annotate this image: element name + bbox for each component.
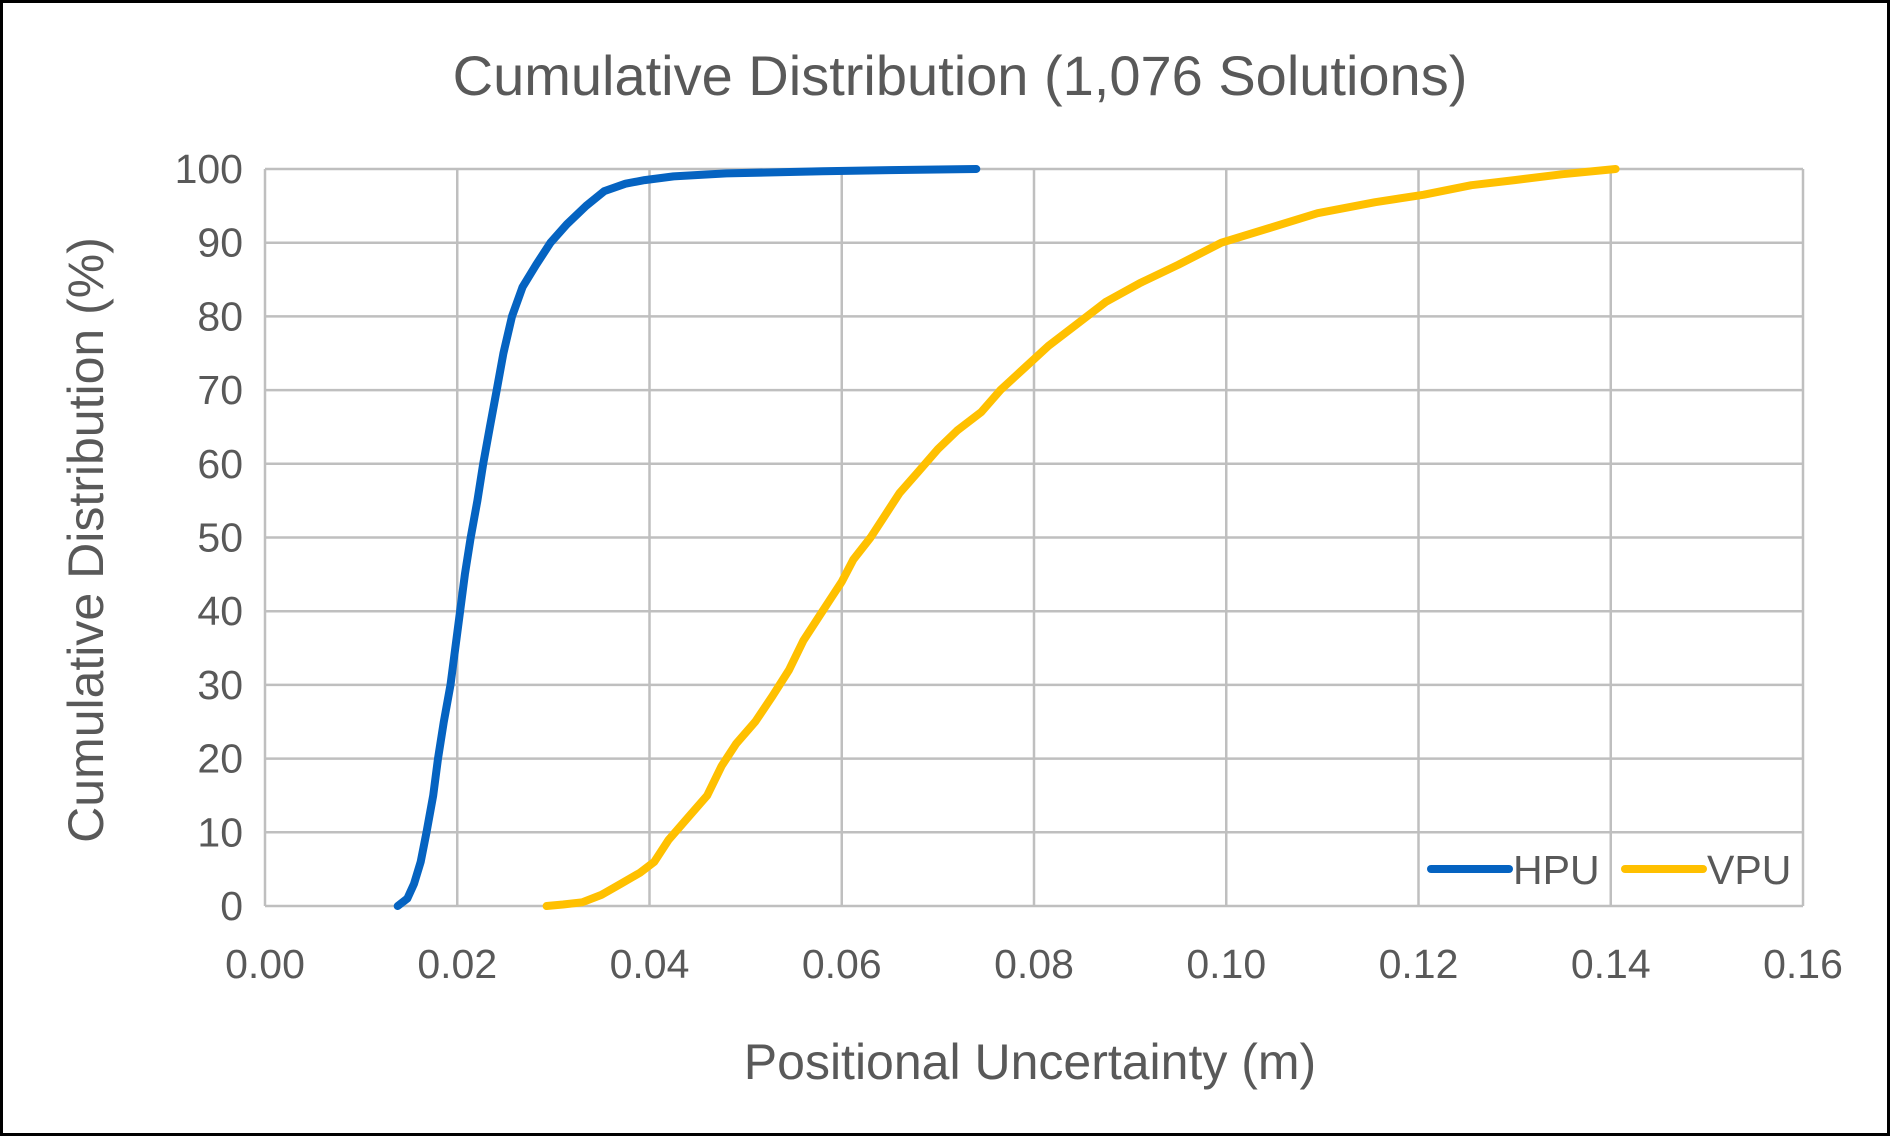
y-tick-label: 30 [197,662,243,708]
x-tick-label: 0.14 [1571,941,1651,987]
x-tick-label: 0.08 [994,941,1074,987]
x-axis-ticks: 0.00 0.02 0.04 0.06 0.08 0.10 0.12 0.14 0.16 [225,941,1843,987]
y-tick-label: 20 [197,736,243,782]
y-tick-label: 40 [197,588,243,634]
x-tick-label: 0.02 [417,941,497,987]
legend-label-hpu: HPU [1513,847,1600,893]
series-line-hpu [393,165,981,910]
x-tick-label: 0.00 [225,941,305,987]
grid [263,167,1805,908]
chart-title: Cumulative Distribution (1,076 Solutions… [453,44,1468,107]
y-axis-title: Cumulative Distribution (%) [58,237,114,843]
series-lines [393,165,1620,910]
y-tick-label: 50 [197,515,243,561]
y-tick-label: 80 [197,293,243,339]
x-tick-label: 0.10 [1186,941,1266,987]
x-tick-label: 0.16 [1763,941,1843,987]
y-tick-label: 90 [197,220,243,266]
chart-svg: Cumulative Distribution (1,076 Solutions… [58,44,1843,1090]
legend: HPU VPU [1427,847,1791,893]
series-line-vpu [542,165,1620,910]
y-tick-label: 60 [197,441,243,487]
x-axis-title: Positional Uncertainty (m) [744,1034,1316,1090]
y-tick-label: 100 [175,146,243,192]
legend-label-vpu: VPU [1707,847,1791,893]
x-tick-label: 0.06 [802,941,882,987]
y-tick-label: 10 [197,809,243,855]
y-axis-ticks: 0 10 20 30 40 50 60 70 80 90 100 [175,146,243,929]
x-tick-label: 0.12 [1379,941,1459,987]
x-tick-label: 0.04 [610,941,690,987]
y-tick-label: 70 [197,367,243,413]
y-tick-label: 0 [220,883,243,929]
